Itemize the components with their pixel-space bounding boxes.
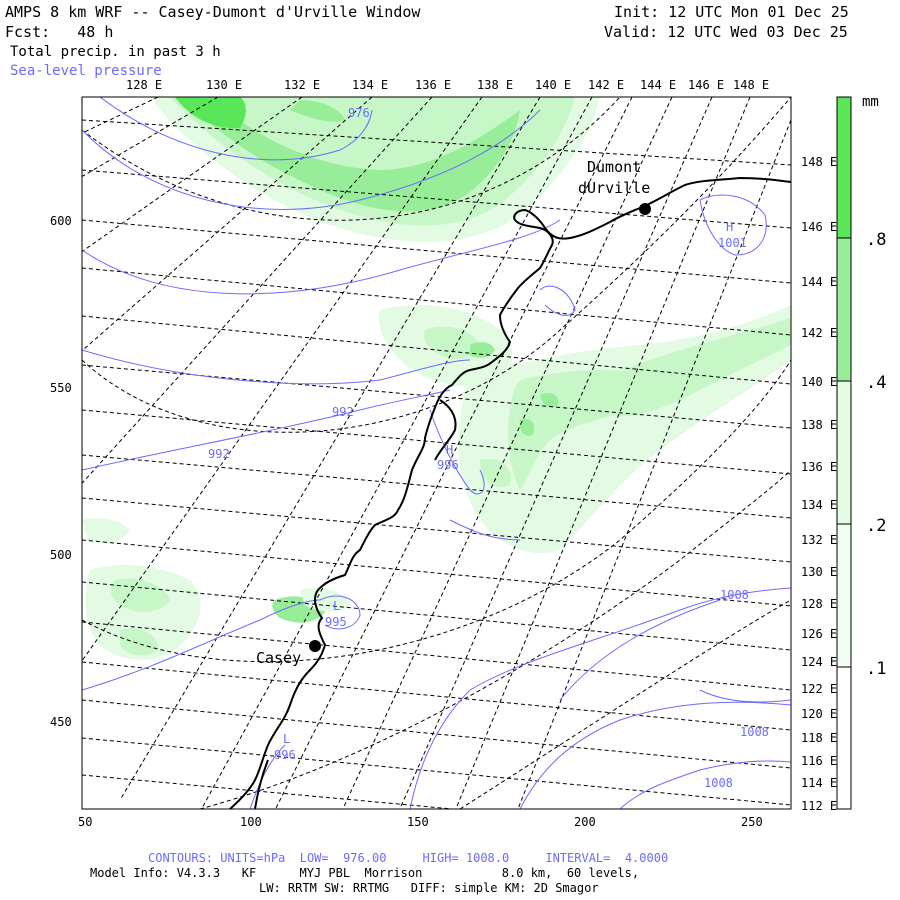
low-pressure-mark: L bbox=[333, 599, 341, 613]
right-lon-label: 144 E bbox=[801, 275, 838, 289]
map-frame bbox=[81, 96, 792, 810]
top-lon-label: 128 E bbox=[126, 78, 163, 92]
contour-info: CONTOURS: UNITS=hPa LOW= 976.00 HIGH= 10… bbox=[148, 851, 669, 865]
colorbar-tick-label: .8 bbox=[866, 230, 887, 250]
physics-info: LW: RRTM SW: RRTMG DIFF: simple KM: 2D S… bbox=[259, 881, 599, 895]
contour-label: 1001 bbox=[718, 236, 747, 250]
forecast-hour: Fcst: 48 h bbox=[5, 23, 114, 41]
right-lon-label: 128 E bbox=[801, 597, 838, 611]
map-panel bbox=[82, 97, 791, 809]
top-lon-label: 136 E bbox=[415, 78, 452, 92]
bottom-axis-label: 150 bbox=[407, 815, 429, 829]
map-title: AMPS 8 km WRF -- Casey-Dumont d'Urville … bbox=[5, 3, 421, 21]
graticule-meridians bbox=[82, 97, 791, 809]
contour-label: 992 bbox=[208, 447, 230, 461]
init-time: Init: 12 UTC Mon 01 Dec 25 bbox=[614, 3, 849, 21]
right-lon-label: 126 E bbox=[801, 627, 838, 641]
right-lon-label: 122 E bbox=[801, 682, 838, 696]
contour-label: 992 bbox=[332, 405, 354, 419]
contour-label: 976 bbox=[348, 106, 370, 120]
valid-time: Valid: 12 UTC Wed 03 Dec 25 bbox=[604, 23, 848, 41]
bottom-axis-label: 100 bbox=[240, 815, 262, 829]
left-axis-label: 600 bbox=[50, 214, 72, 228]
dumont-label-line1: Dumont bbox=[587, 158, 642, 176]
top-lon-label: 146 E bbox=[688, 78, 725, 92]
bottom-axis-label: 250 bbox=[741, 815, 763, 829]
right-lon-label: 134 E bbox=[801, 498, 838, 512]
right-lon-label: 112 E bbox=[801, 799, 838, 813]
right-lon-label: 116 E bbox=[801, 754, 838, 768]
right-lon-label: 132 E bbox=[801, 533, 838, 547]
dumont-durville-marker[interactable] bbox=[639, 203, 651, 215]
precip-shading bbox=[82, 97, 791, 660]
right-lon-label: 124 E bbox=[801, 655, 838, 669]
top-lon-label: 134 E bbox=[352, 78, 389, 92]
colorbar-tick-label: .4 bbox=[866, 373, 887, 393]
colorbar-tick-label: .1 bbox=[866, 659, 887, 679]
overlay-name: Sea-level pressure bbox=[10, 63, 162, 79]
high-pressure-mark: H bbox=[726, 220, 734, 234]
contour-label: 995 bbox=[325, 615, 347, 629]
contour-label: 996 bbox=[274, 748, 296, 762]
high-pressure-mark: H bbox=[446, 443, 454, 457]
contour-label: 1008 bbox=[740, 725, 769, 739]
contour-label: 996 bbox=[437, 458, 459, 472]
top-lon-label: 140 E bbox=[535, 78, 572, 92]
slp-contours bbox=[82, 97, 791, 809]
colorbar bbox=[836, 96, 852, 810]
bottom-axis-label: 50 bbox=[78, 815, 93, 829]
top-lon-label: 138 E bbox=[477, 78, 514, 92]
top-lon-label: 142 E bbox=[588, 78, 625, 92]
colorbar-tick-label: .2 bbox=[866, 516, 887, 536]
casey-marker[interactable] bbox=[309, 640, 321, 652]
right-lon-label: 138 E bbox=[801, 418, 838, 432]
field-name: Total precip. in past 3 h bbox=[10, 44, 221, 60]
right-lon-label: 142 E bbox=[801, 326, 838, 340]
low-pressure-mark: L bbox=[283, 732, 291, 746]
left-axis-label: 450 bbox=[50, 715, 72, 729]
colorbar-unit: mm bbox=[862, 94, 879, 110]
right-lon-label: 140 E bbox=[801, 375, 838, 389]
contour-label: 1008 bbox=[720, 588, 749, 602]
casey-label: Casey bbox=[256, 649, 302, 667]
top-lon-label: 144 E bbox=[640, 78, 677, 92]
coastline bbox=[229, 176, 791, 809]
left-axis-label: 550 bbox=[50, 381, 72, 395]
right-lon-label: 146 E bbox=[801, 220, 838, 234]
bottom-axis-label: 200 bbox=[574, 815, 596, 829]
dumont-label-line2: dUrville bbox=[578, 179, 651, 197]
right-lon-label: 130 E bbox=[801, 565, 838, 579]
model-info: Model Info: V4.3.3 KF MYJ PBL Morrison 8… bbox=[90, 866, 640, 880]
right-lon-label: 118 E bbox=[801, 731, 838, 745]
contour-label: 1008 bbox=[704, 776, 733, 790]
top-lon-label: 132 E bbox=[284, 78, 321, 92]
right-lon-label: 136 E bbox=[801, 460, 838, 474]
right-lon-label: 114 E bbox=[801, 776, 838, 790]
top-lon-label: 130 E bbox=[206, 78, 243, 92]
right-lon-label: 120 E bbox=[801, 707, 838, 721]
graticule-parallels bbox=[82, 97, 791, 809]
top-lon-label: 148 E bbox=[733, 78, 770, 92]
right-lon-label: 148 E bbox=[801, 155, 838, 169]
left-axis-label: 500 bbox=[50, 548, 72, 562]
